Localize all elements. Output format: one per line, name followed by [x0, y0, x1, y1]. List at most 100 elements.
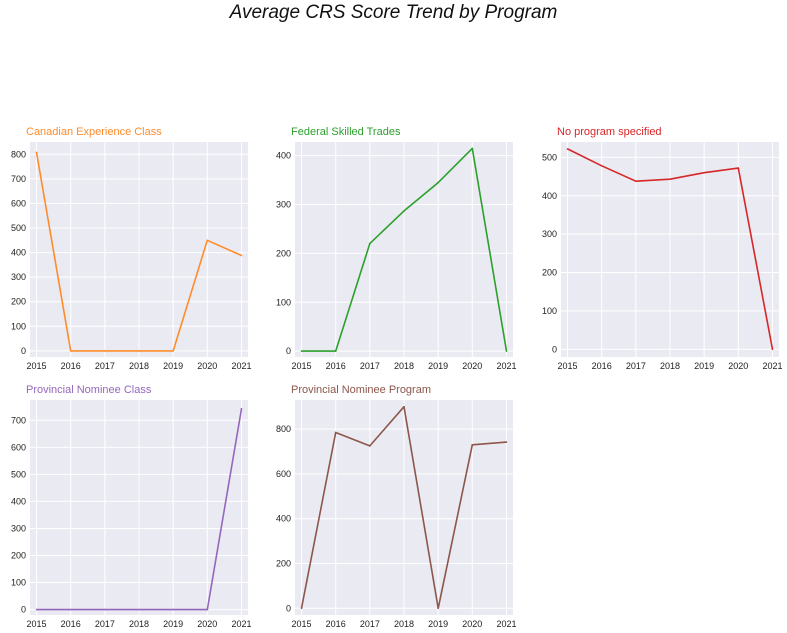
data-point: [600, 165, 603, 167]
y-tick-label: 300: [276, 200, 291, 210]
data-point: [240, 407, 243, 410]
x-tick-label: 2020: [728, 361, 748, 371]
subplot-title: Provincial Nominee Class: [26, 384, 152, 396]
data-point: [172, 608, 174, 611]
y-tick-label: 500: [11, 469, 26, 479]
x-tick-label: 2017: [360, 619, 380, 629]
x-tick-label: 2021: [231, 361, 251, 371]
y-tick-label: 100: [542, 306, 557, 316]
x-tick-label: 2016: [61, 619, 81, 629]
y-tick-label: 300: [11, 523, 26, 533]
data-point: [334, 431, 337, 434]
y-tick-label: 200: [276, 248, 291, 258]
data-point: [703, 171, 705, 174]
x-tick-label: 2016: [326, 361, 346, 371]
subplot-title: Federal Skilled Trades: [291, 126, 401, 138]
y-tick-label: 400: [276, 151, 291, 161]
data-point: [240, 254, 243, 257]
y-tick-label: 400: [11, 496, 26, 506]
data-point: [206, 239, 209, 242]
figure-title: Average CRS Score Trend by Program: [229, 2, 558, 23]
data-point: [669, 178, 671, 181]
x-tick-label: 2018: [394, 361, 414, 371]
y-tick-label: 800: [276, 424, 291, 434]
subplot-title: No program specified: [557, 126, 662, 138]
data-point: [300, 607, 303, 610]
x-tick-label: 2017: [360, 361, 380, 371]
y-tick-label: 0: [286, 346, 291, 356]
x-tick-label: 2020: [197, 361, 217, 371]
subplot-1: 2015 2016 2017 2018 2019 2020 2021 0 100 200 300 40…: [11, 126, 252, 371]
y-tick-label: 0: [21, 346, 26, 356]
y-tick-label: 0: [286, 603, 291, 613]
data-point: [403, 210, 405, 212]
y-tick-label: 500: [542, 152, 557, 162]
data-point: [35, 151, 38, 154]
y-tick-label: 200: [11, 551, 26, 561]
x-tick-label: 2020: [462, 361, 482, 371]
y-tick-label: 500: [11, 223, 26, 233]
data-point: [334, 350, 337, 352]
data-point: [403, 405, 405, 408]
data-point: [471, 443, 474, 446]
data-point: [635, 180, 637, 182]
data-point: [104, 608, 106, 611]
y-tick-label: 300: [542, 229, 557, 239]
y-tick-label: 400: [276, 514, 291, 524]
y-tick-label: 100: [276, 297, 291, 307]
data-point: [138, 608, 140, 611]
y-tick-label: 400: [11, 248, 26, 258]
subplot-2: 2015 2016 2017 2018 2019 2020 2021 0 100 200 300 40…: [276, 126, 517, 371]
x-tick-label: 2015: [558, 361, 578, 371]
y-tick-label: 400: [542, 191, 557, 201]
x-tick-label: 2016: [61, 361, 81, 371]
y-tick-label: 700: [11, 415, 26, 425]
y-tick-label: 600: [276, 469, 291, 479]
x-tick-label: 2016: [592, 361, 612, 371]
x-tick-label: 2017: [95, 361, 115, 371]
y-tick-label: 300: [11, 272, 26, 282]
y-tick-label: 800: [11, 149, 26, 159]
y-tick-label: 200: [542, 268, 557, 278]
subplot-5: 2015 2016 2017 2018 2019 2020 2021 0 200 400 600 80…: [276, 384, 517, 629]
data-point: [437, 607, 439, 610]
y-tick-label: 700: [11, 174, 26, 184]
subplot-title: Provincial Nominee Program: [291, 384, 431, 396]
data-point: [69, 350, 72, 352]
x-tick-label: 2017: [626, 361, 646, 371]
data-point: [505, 441, 508, 443]
x-tick-label: 2020: [197, 619, 217, 629]
y-tick-label: 200: [276, 558, 291, 568]
subplot-title: Canadian Experience Class: [26, 126, 162, 138]
x-tick-label: 2015: [27, 361, 47, 371]
x-tick-label: 2015: [292, 619, 312, 629]
x-tick-label: 2018: [394, 619, 414, 629]
x-tick-label: 2018: [660, 361, 680, 371]
x-tick-label: 2015: [27, 619, 47, 629]
y-tick-label: 200: [11, 297, 26, 307]
data-point: [138, 350, 140, 352]
y-tick-label: 0: [552, 344, 557, 354]
subplot-4: 2015 2016 2017 2018 2019 2020 2021 0 100 200 300 40…: [11, 384, 252, 629]
x-tick-label: 2019: [694, 361, 714, 371]
data-point: [437, 181, 439, 184]
data-point: [69, 608, 72, 611]
x-tick-label: 2021: [762, 361, 782, 371]
data-point: [172, 350, 174, 352]
y-tick-label: 100: [11, 578, 26, 588]
subplot-3: 2015 2016 2017 2018 2019 2020 2021 0 100 200 300 40…: [542, 126, 783, 371]
y-tick-label: 100: [11, 321, 26, 331]
x-tick-label: 2021: [231, 619, 251, 629]
x-tick-label: 2021: [496, 619, 516, 629]
data-point: [369, 242, 371, 245]
data-point: [206, 608, 209, 611]
x-tick-label: 2018: [129, 619, 149, 629]
data-point: [369, 445, 371, 447]
x-tick-label: 2021: [496, 361, 516, 371]
x-tick-label: 2018: [129, 361, 149, 371]
x-tick-label: 2017: [95, 619, 115, 629]
data-point: [737, 167, 740, 169]
x-tick-label: 2015: [292, 361, 312, 371]
x-tick-label: 2016: [326, 619, 346, 629]
x-tick-label: 2019: [428, 361, 448, 371]
